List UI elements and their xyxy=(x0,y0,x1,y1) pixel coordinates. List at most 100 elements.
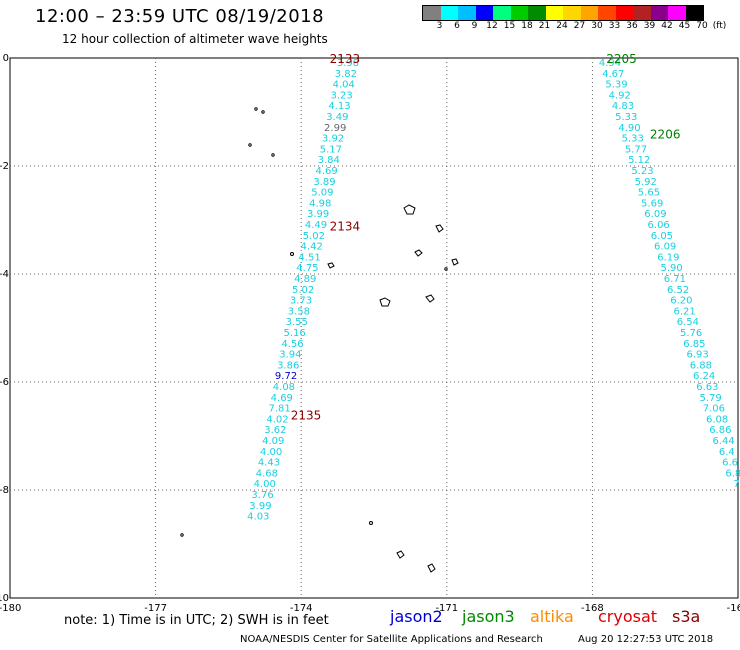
color-scale-tick: 9 xyxy=(471,21,478,31)
x-tick-label: -165 xyxy=(727,603,740,614)
wave-height-value: 5.69 xyxy=(641,198,663,209)
wave-height-value: 4.67 xyxy=(602,69,624,80)
color-swatch xyxy=(545,6,563,20)
wave-height-value: 6.54 xyxy=(677,317,699,328)
island xyxy=(414,249,423,257)
islands xyxy=(180,107,459,573)
color-scale-bar xyxy=(422,5,704,21)
color-swatch xyxy=(615,6,633,20)
wave-height-value: 4.00 xyxy=(254,479,276,490)
wave-height-value: 6.09 xyxy=(654,242,676,253)
wave-height-value: 5.02 xyxy=(292,285,314,296)
color-scale-tick: 30 xyxy=(591,21,603,31)
wave-height-value: 5.09 xyxy=(311,188,333,199)
x-tick-label: -168 xyxy=(581,603,604,614)
pass-number-label: 2134 xyxy=(330,219,361,233)
color-swatch xyxy=(458,6,476,20)
color-swatch xyxy=(423,6,441,20)
y-tick-label: -2 xyxy=(0,161,9,172)
wave-height-value: 9.72 xyxy=(275,371,297,382)
wave-height-value: 6.44 xyxy=(712,436,734,447)
color-scale-tick: 6 xyxy=(454,21,460,31)
track-labels: 213321342135220522062207 xyxy=(291,52,681,422)
wave-height-value: 3.82 xyxy=(335,69,357,80)
island xyxy=(271,153,275,157)
wave-height-value: 4.89 xyxy=(294,274,316,285)
wave-height-value: 2.99 xyxy=(324,123,346,134)
wave-height-value: 5.02 xyxy=(303,231,325,242)
wave-height-value: 3.86 xyxy=(277,360,299,371)
wave-height-value: 4.90 xyxy=(618,123,640,134)
wave-height-value: 6.08 xyxy=(706,414,728,425)
wave-height-value: 5.12 xyxy=(628,155,650,166)
wave-height-value: 4.51 xyxy=(298,252,320,263)
wave-height-value: 4.13 xyxy=(328,101,350,112)
legend-cryosat: cryosat xyxy=(598,607,658,626)
wave-height-value: 6.06 xyxy=(648,220,670,231)
wave-height-value: 5.79 xyxy=(699,393,721,404)
wave-height-value: 4.04 xyxy=(333,80,355,91)
y-tick-label: 0 xyxy=(3,53,9,64)
wave-height-value: 6.8 xyxy=(725,468,740,479)
map-grid xyxy=(10,58,738,598)
wave-height-value: 5.33 xyxy=(615,112,637,123)
island xyxy=(435,224,444,233)
wave-height-value: 4.56 xyxy=(281,339,303,350)
color-scale-tick: 42 xyxy=(661,21,673,31)
wave-height-value: 5.77 xyxy=(625,144,647,155)
wave-height-value: 5.65 xyxy=(638,188,660,199)
color-swatch xyxy=(633,6,651,20)
wave-height-value: 4.94 xyxy=(599,58,621,69)
wave-height-value: 6.85 xyxy=(683,339,705,350)
island xyxy=(403,204,416,215)
wave-height-value: 4.03 xyxy=(247,512,269,523)
wave-height-value: 5.17 xyxy=(320,144,342,155)
wave-height-value: 3.99 xyxy=(307,209,329,220)
generation-timestamp: Aug 20 12:27:53 UTC 2018 xyxy=(578,634,714,645)
wave-height-values: 3.983.824.043.234.133.492.993.925.173.84… xyxy=(247,58,740,523)
chart-subtitle: 12 hour collection of altimeter wave hei… xyxy=(62,32,328,46)
y-tick-label: -8 xyxy=(0,485,9,496)
wave-height-value: 6.86 xyxy=(709,425,731,436)
color-swatch xyxy=(510,6,528,20)
wave-height-value: 6.24 xyxy=(693,371,715,382)
pass-number-label: 2133 xyxy=(330,52,361,66)
color-scale-tick: (ft) xyxy=(712,21,727,31)
wave-height-value: 3.94 xyxy=(279,350,301,361)
wave-height-value: 3.58 xyxy=(288,306,310,317)
wave-height-value: 6.09 xyxy=(644,209,666,220)
wave-height-value: 7 xyxy=(733,479,739,490)
color-scale-tick: 3 xyxy=(436,21,443,31)
pass-number-label: 2206 xyxy=(650,128,681,142)
credit-line: NOAA/NESDIS Center for Satellite Applica… xyxy=(240,634,543,645)
color-swatch xyxy=(493,6,511,20)
pass-number-label: 2205 xyxy=(606,52,637,66)
x-tick-label: -177 xyxy=(144,603,167,614)
wave-height-value: 3.49 xyxy=(326,112,348,123)
wave-height-value: 4.69 xyxy=(271,393,293,404)
wave-height-value: 4.92 xyxy=(609,90,631,101)
color-scale-tick: 21 xyxy=(538,21,551,31)
wave-height-value: 6.93 xyxy=(686,350,708,361)
wave-height-value: 4.69 xyxy=(316,166,338,177)
y-tick-label: -4 xyxy=(0,269,9,280)
wave-height-value: 5.90 xyxy=(661,263,683,274)
x-tick-label: -171 xyxy=(435,603,458,614)
wave-height-value: 4.09 xyxy=(262,436,284,447)
wave-height-value: 3.76 xyxy=(251,490,273,501)
island xyxy=(451,258,459,266)
wave-height-value: 4.42 xyxy=(301,242,323,253)
legend-altika: altika xyxy=(530,607,574,626)
island xyxy=(180,533,184,537)
wave-height-value: 6.19 xyxy=(657,252,679,263)
island xyxy=(248,143,252,147)
color-swatch xyxy=(598,6,616,20)
color-swatch xyxy=(580,6,598,20)
x-tick-label: -174 xyxy=(290,603,313,614)
wave-height-value: 5.39 xyxy=(605,80,627,91)
color-swatch xyxy=(440,6,458,20)
color-scale-tick: 18 xyxy=(521,21,533,31)
y-tick-label: -6 xyxy=(0,377,9,388)
wave-height-value: 6.52 xyxy=(667,285,689,296)
